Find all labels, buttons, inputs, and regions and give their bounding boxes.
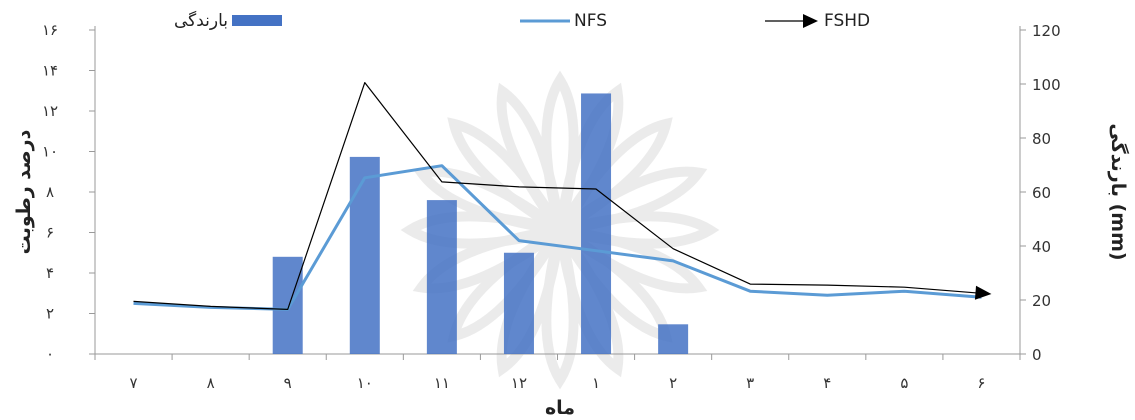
right-tick-label: 40 — [1032, 238, 1051, 256]
right-tick-label: 60 — [1032, 184, 1051, 202]
left-tick-label: ۱۶ — [42, 21, 58, 39]
x-axis-ticks: ۷ ۸ ۹ ۱۰ ۱۱ ۱۲ ۱ ۲ ۳ ۴ ۵ ۶ — [130, 374, 986, 392]
left-tick-label: ۰ — [46, 345, 54, 363]
rainfall-bar — [272, 256, 303, 354]
watermark-petal — [412, 166, 563, 235]
watermark-petal — [541, 228, 579, 390]
watermark-petal — [558, 211, 720, 249]
legend-swatch-rainfall — [232, 15, 282, 26]
watermark-petal — [496, 82, 565, 233]
left-tick-label: ۴ — [46, 264, 54, 282]
rainfall-bars — [272, 93, 689, 354]
legend-label-rainfall: بارندگی — [174, 10, 228, 31]
left-tick-label: ۲ — [46, 305, 54, 323]
x-tick-label: ۳ — [746, 374, 754, 392]
x-tick-label: ۱ — [592, 374, 600, 392]
x-tick-label: ۹ — [284, 374, 292, 392]
x-tick-label: ۱۲ — [511, 374, 527, 392]
x-tick-label: ۷ — [130, 374, 138, 392]
right-axis-title: بارندگی (mm) — [1107, 123, 1130, 260]
left-tick-label: ۱۰ — [42, 143, 58, 161]
x-tick-label: ۲ — [669, 374, 677, 392]
watermark-petal — [447, 117, 565, 235]
arrowhead-icon — [974, 285, 992, 300]
left-tick-label: ۱۲ — [42, 102, 58, 120]
legend-label-fshd: FSHD — [824, 11, 870, 31]
right-tick-label: 100 — [1032, 76, 1061, 94]
left-tick-label: ۶ — [46, 224, 54, 242]
right-tick-label: 20 — [1032, 292, 1051, 310]
humidity-lines — [133, 82, 992, 311]
x-tick-label: ۱۰ — [357, 374, 373, 392]
rainfall-bar — [581, 93, 612, 354]
x-tick-label: ۶ — [977, 374, 985, 392]
right-axis-ticks: 0 20 40 60 80 100 120 — [1020, 22, 1061, 364]
watermark-petal — [400, 211, 562, 249]
rainfall-bar — [349, 156, 380, 354]
left-axis-ticks: ۰ ۲ ۴ ۶ ۸ ۱۰ ۱۲ ۱۴ ۱۶ — [42, 21, 95, 363]
series-line-fshd — [133, 82, 982, 310]
legend-arrow-icon — [803, 14, 818, 28]
rainfall-bar — [658, 324, 689, 354]
x-tick-label: ۸ — [207, 374, 215, 392]
x-tick-label: ۵ — [900, 374, 908, 392]
right-tick-label: 120 — [1032, 22, 1061, 40]
left-axis-title: درصد رطوبت — [13, 129, 35, 254]
watermark-petal — [541, 70, 579, 232]
x-tick-label: ۴ — [823, 374, 831, 392]
legend: بارندگی NFS FSHD — [174, 10, 870, 31]
left-tick-label: ۱۴ — [42, 62, 58, 80]
left-tick-label: ۸ — [46, 183, 54, 201]
x-axis-title: ماه — [545, 397, 575, 419]
right-tick-label: 0 — [1032, 346, 1042, 364]
right-tick-label: 80 — [1032, 130, 1051, 148]
rainfall-bar — [426, 200, 457, 354]
legend-label-nfs: NFS — [574, 11, 607, 31]
plot-frame — [94, 26, 1021, 360]
x-tick-label: ۱۱ — [434, 374, 450, 392]
rainfall-bar — [503, 252, 534, 354]
